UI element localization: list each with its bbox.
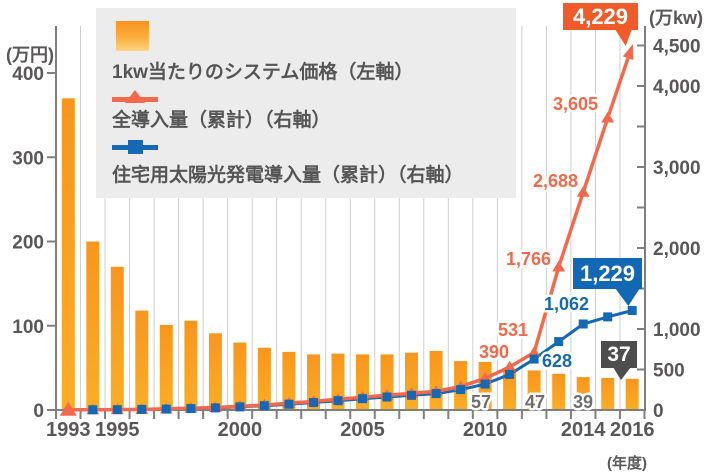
price-bar (282, 351, 296, 410)
price-bar (601, 378, 615, 410)
price-bar (576, 377, 590, 410)
residential-marker-square-icon (529, 354, 539, 364)
residential-marker-square-icon (554, 337, 564, 347)
residential-point-label: 1,062 (544, 294, 589, 314)
total-marker-triangle-icon (59, 401, 77, 416)
total-point-label: 531 (498, 320, 528, 340)
total-point-label: 3,605 (553, 94, 598, 114)
residential-marker-square-icon (627, 306, 637, 315)
residential-marker-square-icon (137, 404, 147, 414)
total-point-label: 390 (479, 342, 509, 362)
residential-marker-square-icon (112, 405, 122, 415)
residential-marker-square-icon (505, 369, 515, 379)
legend-total-marker-icon (112, 90, 158, 103)
callout-total-value: 4,229 (563, 3, 638, 30)
left-axis-tick-label: 100 (12, 317, 44, 338)
left-axis-tick-label: 200 (12, 233, 44, 254)
x-axis-year-label: 2016 (610, 419, 655, 441)
price-bar (331, 353, 345, 410)
residential-marker-square-icon (235, 402, 245, 412)
residential-marker-square-icon (333, 396, 343, 406)
legend-price-swatch-icon (116, 21, 149, 51)
residential-marker-square-icon (309, 398, 318, 407)
x-axis-year-label: 2000 (218, 419, 263, 441)
residential-marker-square-icon (358, 394, 367, 404)
residential-marker-square-icon (88, 405, 98, 415)
residential-marker-square-icon (161, 404, 171, 414)
price-bar (429, 351, 443, 410)
price-bar (110, 266, 124, 410)
price-bar (184, 320, 198, 410)
right-axis-tick-label: 2,000 (653, 239, 701, 260)
price-bar (307, 354, 320, 410)
residential-marker-square-icon (259, 401, 269, 411)
residential-marker-square-icon (480, 379, 490, 389)
price-bar (233, 342, 247, 410)
left-axis-tick-label: 0 (33, 401, 44, 422)
x-axis-year-label: 1995 (95, 419, 140, 441)
legend-total-label: 全導入量（累計）（右軸） (112, 110, 331, 131)
price-bar (257, 347, 271, 410)
price-point-label: 47 (525, 392, 545, 412)
legend: 1kw当たりのシステム価格（左軸） 全導入量（累計）（右軸） 住宅用太陽光発電導… (96, 8, 516, 198)
x-axis-year-label: 2005 (340, 419, 385, 441)
x-axis-unit: (年度) (607, 455, 647, 472)
total-line-arrowhead-icon (622, 44, 634, 60)
residential-marker-square-icon (382, 392, 392, 402)
right-axis-tick-label: 3,000 (653, 158, 701, 179)
price-bar (135, 310, 149, 410)
left-axis-unit: (万円) (6, 45, 54, 65)
legend-residential-marker-icon (112, 140, 158, 154)
total-marker-triangle-icon (503, 360, 517, 372)
price-bar (61, 98, 75, 411)
residential-marker-square-icon (431, 389, 441, 399)
total-point-label: 1,766 (506, 249, 551, 269)
x-axis-year-label: 1993 (46, 419, 91, 441)
total-marker-triangle-icon (527, 346, 541, 357)
total-marker-triangle-icon (552, 260, 566, 272)
price-bar (159, 324, 173, 410)
residential-marker-square-icon (210, 403, 220, 413)
total-marker-triangle-icon (576, 186, 590, 197)
right-axis-tick-label: 4,000 (653, 77, 701, 98)
price-bar (380, 354, 394, 410)
legend-residential-label: 住宅用太陽光発電導入量（累計）（右軸） (112, 165, 464, 186)
residential-marker-square-icon (284, 399, 294, 409)
price-point-label: 57 (471, 392, 491, 412)
price-bar (208, 333, 222, 410)
price-bar (405, 352, 418, 410)
right-axis-tick-label: 4,500 (653, 37, 701, 58)
price-point-label: 39 (573, 392, 593, 412)
right-axis-unit: (万kw) (649, 8, 703, 28)
total-marker-triangle-icon (601, 111, 615, 123)
left-axis-tick-label: 400 (12, 64, 44, 85)
callout-residential-value: 1,229 (573, 258, 642, 289)
price-bar (503, 369, 517, 410)
price-bar (552, 373, 566, 410)
price-bar (86, 241, 100, 410)
x-axis-year-label: 2014 (561, 419, 606, 441)
right-axis-tick-label: 0 (653, 401, 664, 422)
residential-marker-square-icon (603, 312, 613, 322)
price-bar (625, 378, 639, 410)
residential-marker-square-icon (578, 319, 588, 329)
left-axis-tick-label: 300 (12, 148, 44, 169)
residential-point-label: 628 (542, 351, 572, 371)
residential-marker-square-icon (186, 404, 196, 414)
right-axis-tick-label: 500 (653, 361, 685, 382)
right-axis-tick-label: 1,000 (653, 320, 701, 341)
total-point-label: 2,688 (533, 171, 578, 191)
legend-price-label: 1kw当たりのシステム価格（左軸） (112, 62, 414, 83)
residential-marker-square-icon (456, 385, 466, 395)
price-bar (527, 370, 541, 410)
callout-price-value: 37 (601, 341, 637, 368)
residential-marker-square-icon (407, 390, 416, 400)
x-axis-year-label: 2010 (463, 419, 508, 441)
